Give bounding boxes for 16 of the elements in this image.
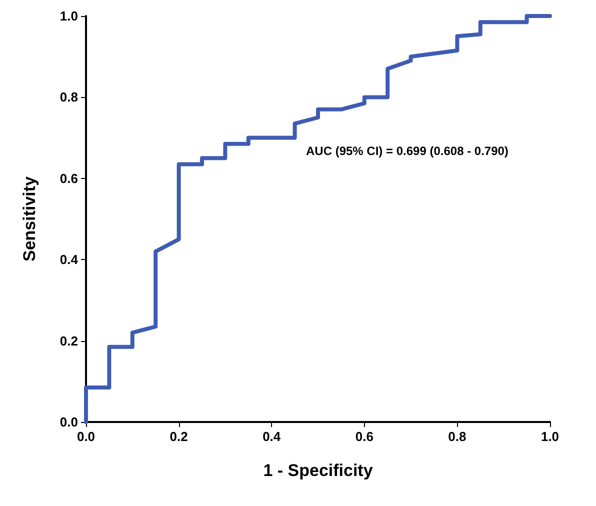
y-tick-label: 0.8 (60, 90, 78, 105)
x-tick-label: 1.0 (540, 429, 560, 444)
x-tick-label: 0.2 (170, 429, 188, 444)
x-tick-label: 0.6 (355, 429, 374, 444)
x-axis-title: 1 - Specificity (263, 461, 374, 480)
y-tick-label: 1.0 (60, 8, 78, 24)
x-tick-label: 0.8 (448, 429, 466, 444)
y-tick-label: 0.0 (60, 414, 78, 430)
annotation: AUC (95% CI) = 0.699 (0.608 - 0.790) (306, 144, 508, 158)
y-axis-title: Sensitivity (20, 176, 39, 262)
x-tick-label: 0.0 (76, 429, 96, 444)
line-series (84, 14, 552, 424)
y-tick-label: 0.4 (60, 252, 79, 268)
y-tick-label: 0.6 (60, 170, 78, 186)
y-tick-label: 0.2 (60, 333, 78, 348)
x-tick-label: 0.4 (262, 429, 282, 444)
